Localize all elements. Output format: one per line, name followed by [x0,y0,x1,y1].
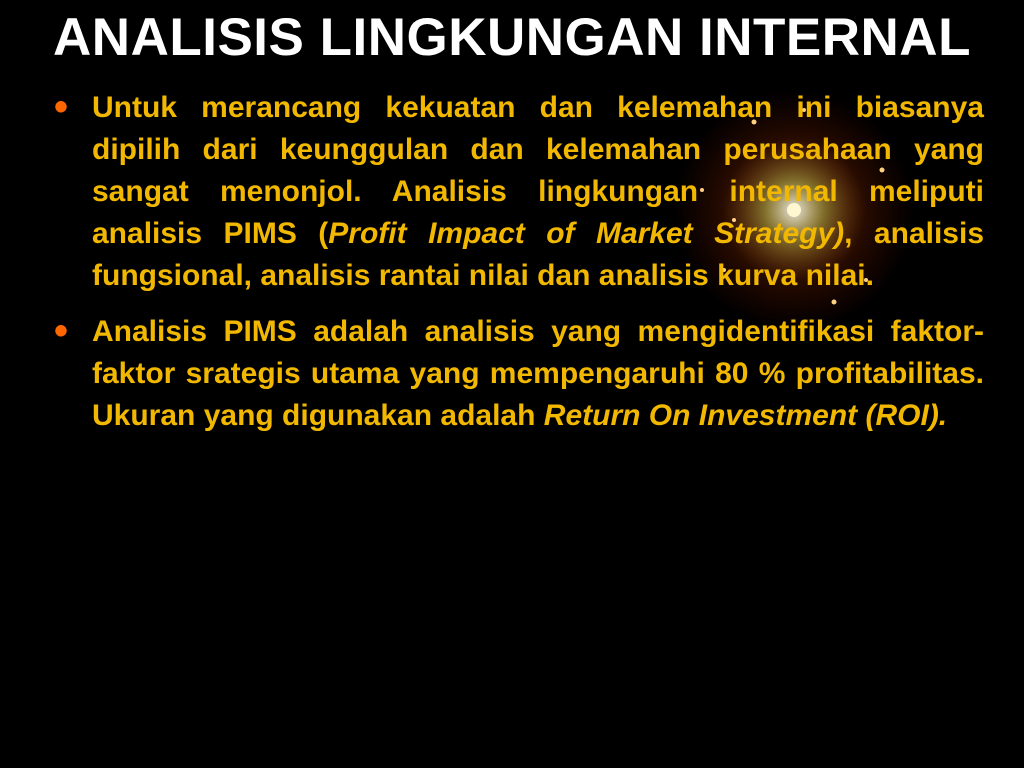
list-item: Analisis PIMS adalah analisis yang mengi… [40,311,984,437]
slide-title: ANALISIS LINGKUNGAN INTERNAL [40,8,984,69]
list-item: Untuk merancang kekuatan dan kelemahan i… [40,87,984,297]
bullet-italic: Profit Impact of Market Strategy) [328,217,844,250]
bullet-italic: Return On Investment (ROI). [544,399,947,432]
slide: ANALISIS LINGKUNGAN INTERNAL Untuk meran… [0,0,1024,471]
bullet-list: Untuk merancang kekuatan dan kelemahan i… [40,87,984,437]
